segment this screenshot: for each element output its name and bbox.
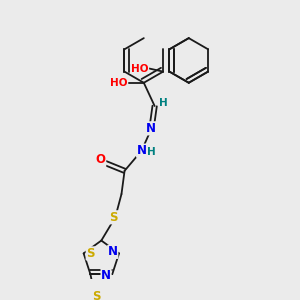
Text: N: N	[146, 122, 156, 135]
Text: S: S	[92, 290, 101, 300]
Text: H: H	[159, 98, 168, 108]
Text: S: S	[110, 211, 118, 224]
Text: S: S	[86, 247, 95, 260]
Text: O: O	[96, 154, 106, 166]
Text: HO: HO	[131, 64, 148, 74]
Text: N: N	[108, 245, 118, 258]
Text: N: N	[101, 269, 111, 282]
Text: N: N	[136, 144, 147, 157]
Text: H: H	[147, 147, 156, 157]
Text: HO: HO	[110, 78, 128, 88]
